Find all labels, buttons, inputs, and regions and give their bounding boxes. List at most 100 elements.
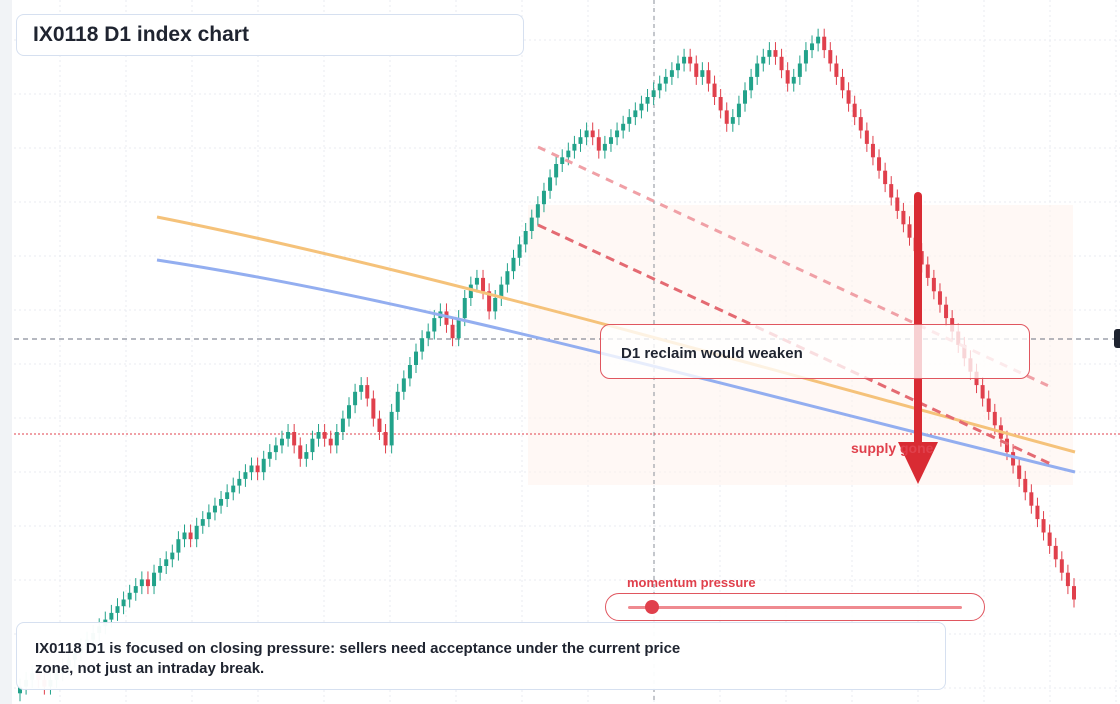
candle-bullish <box>340 418 345 432</box>
candle-bullish <box>200 519 205 526</box>
candle-bullish <box>273 445 278 453</box>
candle-bearish <box>931 277 936 292</box>
candle-bullish <box>407 365 412 379</box>
candle-bullish <box>651 90 656 97</box>
candle-bearish <box>944 304 949 319</box>
trendline-lower <box>537 223 1054 467</box>
candle-bullish <box>286 432 291 439</box>
candle-bullish <box>578 137 583 144</box>
candle-bearish <box>145 579 150 587</box>
candle-bullish <box>346 405 351 419</box>
candle-bullish <box>231 485 236 493</box>
candle-bearish <box>870 143 875 158</box>
candle-bullish <box>249 465 254 473</box>
candle-bearish <box>1023 478 1028 493</box>
candle-bullish <box>420 338 425 352</box>
candle-bullish <box>304 452 309 459</box>
candle-bearish <box>724 110 729 124</box>
candle-bullish <box>164 559 169 566</box>
candle-bearish <box>712 83 717 97</box>
candle-bullish <box>511 257 516 272</box>
candle-bullish <box>541 190 546 205</box>
candle-bullish <box>816 36 821 44</box>
candle-bearish <box>883 170 888 185</box>
down-arrow-head <box>898 442 938 484</box>
candle-bullish <box>535 204 540 218</box>
candle-bullish <box>133 586 138 593</box>
candle-bullish <box>529 217 534 231</box>
candle-bearish <box>383 432 388 446</box>
candle-bullish <box>414 351 419 365</box>
candle-bullish <box>468 284 473 298</box>
candle-bearish <box>718 97 723 111</box>
candle-bullish <box>115 606 120 613</box>
candle-bearish <box>877 157 882 171</box>
candle-bullish <box>212 505 217 513</box>
candle-bearish <box>450 324 455 339</box>
candle-bullish <box>645 97 650 104</box>
candle-bullish <box>602 143 607 151</box>
candle-bullish <box>743 90 748 104</box>
candle-bearish <box>365 385 370 399</box>
candle-bullish <box>639 103 644 111</box>
candle-bearish <box>688 56 693 64</box>
candle-bearish <box>1059 559 1064 573</box>
momentum-label: momentum pressure <box>627 575 756 590</box>
candle-bearish <box>298 445 303 459</box>
candle-bullish <box>627 117 632 124</box>
candle-bullish <box>158 566 163 573</box>
candle-bullish <box>505 271 510 285</box>
candle-bullish <box>663 76 668 84</box>
candle-bearish <box>773 50 778 57</box>
candle-bullish <box>700 70 705 77</box>
candle-bullish <box>219 499 224 506</box>
candle-bearish <box>852 103 857 118</box>
candle-bullish <box>18 686 22 694</box>
candle-bullish <box>566 150 571 158</box>
candle-bullish <box>499 284 504 298</box>
candle-bullish <box>426 331 431 339</box>
summary-note-text: IX0118 D1 is focused on closing pressure… <box>35 640 681 677</box>
candle-bearish <box>1047 532 1052 546</box>
candle-bullish <box>139 579 144 587</box>
candle-bullish <box>127 592 132 600</box>
candle-bearish <box>1072 586 1076 600</box>
candle-bullish <box>761 56 766 64</box>
candle-bearish <box>292 432 297 446</box>
candle-bullish <box>548 177 553 191</box>
candle-bearish <box>596 137 601 151</box>
candle-bullish <box>225 492 230 499</box>
candle-bullish <box>554 164 559 178</box>
candle-bullish <box>176 539 181 553</box>
candle-bullish <box>615 130 620 138</box>
candle-bearish <box>706 70 711 84</box>
momentum-knob[interactable] <box>644 600 659 614</box>
candle-bearish <box>487 291 492 312</box>
candle-bullish <box>237 478 242 486</box>
candle-bearish <box>188 532 193 540</box>
price-axis-badge <box>1114 329 1120 348</box>
candle-bullish <box>621 123 626 131</box>
candle-bearish <box>1017 465 1022 479</box>
chart-title: IX0118 D1 index chart <box>33 23 249 46</box>
candle-bearish <box>322 432 327 439</box>
candle-bullish <box>194 525 199 540</box>
candle-bearish <box>1041 519 1046 533</box>
candle-bearish <box>907 224 912 238</box>
candle-bullish <box>243 472 248 479</box>
candle-bullish <box>401 378 406 392</box>
candle-bullish <box>170 552 175 560</box>
candle-bullish <box>755 63 760 77</box>
candle-bullish <box>310 438 315 453</box>
candle-bearish <box>785 70 790 84</box>
candle-bullish <box>560 157 565 164</box>
candle-bullish <box>206 512 211 520</box>
candle-bearish <box>371 398 376 419</box>
candle-bearish <box>328 438 333 446</box>
momentum-slider[interactable] <box>605 593 985 621</box>
trendline-upper <box>537 145 1054 390</box>
candle-bullish <box>456 318 461 339</box>
candle-bullish <box>803 50 808 64</box>
candle-bearish <box>1029 492 1034 506</box>
candle-bearish <box>925 264 930 278</box>
